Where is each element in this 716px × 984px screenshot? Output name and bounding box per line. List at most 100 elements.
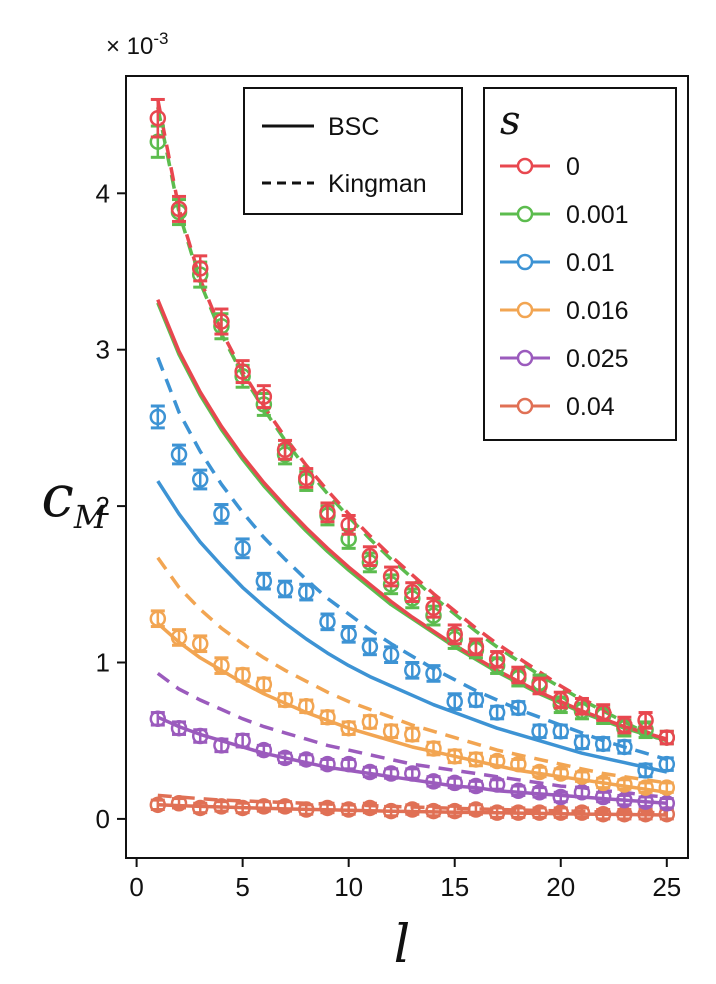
data-point <box>637 779 654 796</box>
model-legend: BSC Kingman <box>243 87 463 215</box>
data-point <box>467 691 485 709</box>
data-point <box>446 748 463 765</box>
legend-label-s: 0.025 <box>566 345 629 373</box>
data-point <box>191 471 209 488</box>
data-point <box>340 801 357 818</box>
data-point <box>616 738 633 756</box>
data-point <box>382 802 400 820</box>
data-point <box>361 713 379 731</box>
data-point <box>234 540 251 557</box>
s-legend: s 0 0.001 0.01 0.016 0.025 0.04 <box>483 87 677 441</box>
data-point <box>404 662 421 679</box>
data-point <box>616 716 633 734</box>
data-point <box>234 799 251 817</box>
data-point <box>149 109 167 127</box>
data-point <box>573 734 591 751</box>
x-tick-label: 10 <box>334 872 363 902</box>
data-point <box>510 666 527 684</box>
data-point <box>213 313 230 330</box>
legend-swatch-marker <box>516 157 534 175</box>
data-point <box>213 505 230 523</box>
legend-swatch-marker <box>516 301 534 319</box>
data-point <box>255 388 273 405</box>
y-axis: 0 1 2 3 4 <box>96 178 126 834</box>
data-point <box>170 200 188 218</box>
s-legend-title: s <box>500 98 521 144</box>
data-point <box>425 740 442 757</box>
data-point <box>510 755 527 773</box>
legend-label-s: 0.016 <box>566 297 629 325</box>
data-point <box>573 804 591 821</box>
data-point <box>276 798 294 815</box>
series-s-0.016 <box>149 609 676 796</box>
series-s-0.01 <box>149 404 676 779</box>
data-point <box>531 804 548 821</box>
legend-label-s: 0.001 <box>566 201 629 229</box>
series-s-0.04 <box>149 795 676 823</box>
data-point <box>361 547 379 565</box>
data-point <box>213 737 230 754</box>
data-point <box>552 788 570 806</box>
data-point <box>382 646 400 663</box>
data-point <box>488 776 506 793</box>
data-point <box>170 795 188 812</box>
data-point <box>425 665 442 682</box>
data-point <box>658 755 676 773</box>
data-point <box>404 726 421 743</box>
model-legend-box <box>243 87 463 215</box>
data-point <box>149 796 167 814</box>
data-point <box>488 804 506 821</box>
data-point <box>425 802 442 820</box>
x-axis-title: l <box>394 915 411 975</box>
data-point <box>382 723 400 740</box>
legend-swatch-marker <box>516 253 534 271</box>
legend-label-s: 0.01 <box>566 249 615 277</box>
data-point <box>552 765 570 782</box>
data-point <box>446 802 463 820</box>
bsc-curve-s-0.01 <box>156 480 668 774</box>
x-tick-label: 5 <box>235 872 249 902</box>
data-point <box>594 735 612 753</box>
data-point <box>616 776 633 793</box>
data-point <box>616 791 633 809</box>
data-point <box>382 568 400 585</box>
x-tick-label: 20 <box>546 872 575 902</box>
legend-label-bsc: BSC <box>328 113 379 141</box>
plot-frame <box>125 75 689 859</box>
data-point <box>594 805 612 823</box>
data-point <box>531 784 548 801</box>
data-point <box>191 635 209 652</box>
y-tick-label: 1 <box>96 648 110 678</box>
legend-swatch-marker <box>516 349 534 367</box>
axis-multiplier: × 10-3 <box>106 29 169 60</box>
data-point <box>573 784 591 801</box>
data-point <box>319 504 336 521</box>
data-point <box>552 804 570 821</box>
data-point <box>488 704 506 721</box>
data-point <box>298 469 315 487</box>
data-points <box>149 97 676 823</box>
data-point <box>298 751 315 768</box>
s-legend-box <box>483 87 677 441</box>
data-point <box>594 774 612 792</box>
data-point <box>234 666 251 684</box>
data-point <box>276 441 294 459</box>
data-point <box>361 763 379 781</box>
kingman-curve-s-0.01 <box>156 356 668 762</box>
data-point <box>298 698 315 715</box>
data-point <box>510 782 527 799</box>
x-tick-label: 25 <box>652 872 681 902</box>
data-point <box>658 795 676 812</box>
data-point <box>170 719 188 737</box>
data-point <box>637 762 654 779</box>
data-point <box>573 768 591 785</box>
data-point <box>149 710 167 728</box>
y-tick-label: 3 <box>96 335 110 365</box>
data-point <box>531 763 548 781</box>
y-axis-title: cM <box>41 462 107 536</box>
data-point <box>594 704 612 721</box>
y-tick-label: 2 <box>96 491 110 521</box>
data-point <box>467 751 485 768</box>
data-point <box>298 583 315 601</box>
